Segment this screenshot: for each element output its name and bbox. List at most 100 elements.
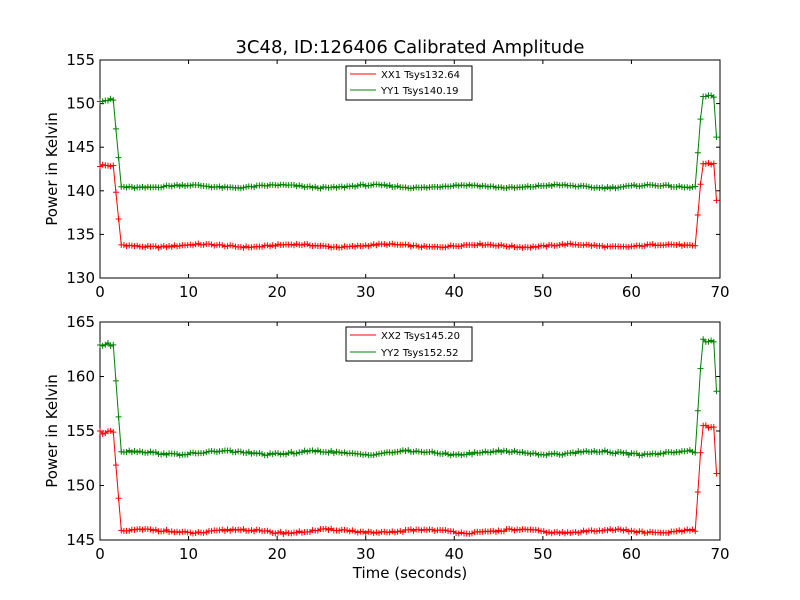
data-point-marker xyxy=(352,528,359,535)
y-tick-label: 150 xyxy=(66,95,95,113)
data-point-marker xyxy=(168,183,175,190)
data-point-marker xyxy=(354,182,361,189)
data-point-marker xyxy=(535,182,542,189)
data-point-marker xyxy=(328,184,335,191)
data-point-marker xyxy=(413,242,420,249)
data-point-marker xyxy=(601,185,608,192)
data-point-marker xyxy=(275,529,282,536)
data-point-marker xyxy=(532,526,539,533)
data-point-marker xyxy=(508,242,515,249)
data-point-marker xyxy=(383,183,390,190)
data-point-marker xyxy=(519,244,526,251)
data-point-marker xyxy=(466,449,473,456)
data-point-marker xyxy=(516,243,523,250)
data-point-marker xyxy=(110,429,117,436)
data-point-marker xyxy=(445,451,452,458)
data-point-marker xyxy=(256,527,263,534)
data-point-marker xyxy=(341,449,348,456)
data-point-marker xyxy=(713,470,720,477)
data-point-marker xyxy=(376,181,382,188)
data-point-marker xyxy=(389,449,396,456)
y-tick-label: 155 xyxy=(66,51,95,69)
data-point-marker xyxy=(219,448,226,455)
data-point-marker xyxy=(166,182,173,189)
data-point-marker xyxy=(453,182,460,189)
bottom-ylabel: Power in Kelvin xyxy=(43,374,61,488)
data-point-marker xyxy=(527,244,534,251)
data-point-marker xyxy=(112,462,119,469)
data-point-marker xyxy=(636,242,643,249)
data-point-marker xyxy=(107,427,114,434)
bottom-axes: 0 10 20 30 40 50 60 70 145 150 155 160 165 Power in … xyxy=(43,313,730,582)
data-point-marker xyxy=(158,184,165,191)
data-point-marker xyxy=(604,448,611,455)
y-tick-label: 145 xyxy=(66,138,95,156)
y-tick-label: 135 xyxy=(66,225,95,243)
data-point-marker xyxy=(458,243,465,250)
data-point-marker xyxy=(336,449,343,456)
data-point-marker xyxy=(182,528,189,535)
data-point-marker xyxy=(692,449,699,456)
data-point-marker xyxy=(104,340,111,347)
data-point-marker xyxy=(713,134,720,141)
data-point-marker xyxy=(386,529,393,536)
data-point-marker xyxy=(99,342,106,349)
x-tick-label: 40 xyxy=(445,545,464,563)
data-point-marker xyxy=(251,449,258,456)
x-tick-label: 60 xyxy=(622,545,641,563)
data-point-marker xyxy=(641,182,648,189)
data-point-marker xyxy=(479,449,486,456)
data-point-marker xyxy=(431,527,438,534)
data-point-marker xyxy=(562,530,568,537)
data-point-marker xyxy=(264,182,271,189)
x-tick-label: 30 xyxy=(356,283,375,301)
data-point-marker xyxy=(554,528,561,535)
data-point-marker xyxy=(312,183,319,190)
data-point-marker xyxy=(110,162,117,169)
data-point-marker xyxy=(134,449,141,456)
data-point-marker xyxy=(572,241,579,248)
data-point-marker xyxy=(237,243,244,250)
data-point-marker xyxy=(522,183,529,190)
data-point-marker xyxy=(251,184,258,191)
data-point-marker xyxy=(593,184,600,191)
data-point-marker xyxy=(293,241,300,248)
data-point-marker xyxy=(455,530,462,537)
x-tick-label: 0 xyxy=(95,545,105,563)
data-point-marker xyxy=(670,449,677,456)
data-point-marker xyxy=(259,243,266,250)
data-point-marker xyxy=(705,160,712,167)
data-point-marker xyxy=(551,450,558,457)
data-point-marker xyxy=(131,448,138,455)
data-point-marker xyxy=(705,338,712,345)
data-point-marker xyxy=(190,242,196,249)
data-point-marker xyxy=(455,451,462,458)
data-point-marker xyxy=(649,241,656,248)
data-point-marker xyxy=(301,447,308,454)
data-point-marker xyxy=(620,450,627,457)
data-point-marker xyxy=(131,526,138,533)
data-point-marker xyxy=(195,528,202,535)
data-point-marker xyxy=(112,125,119,132)
data-point-marker xyxy=(208,241,215,248)
data-point-marker xyxy=(458,452,465,459)
data-point-marker xyxy=(548,242,555,249)
data-point-marker xyxy=(123,449,130,456)
data-point-marker xyxy=(710,160,717,167)
data-point-marker xyxy=(192,530,199,537)
data-point-marker xyxy=(158,243,165,250)
data-point-marker xyxy=(288,241,295,248)
data-point-marker xyxy=(211,242,218,249)
data-point-marker xyxy=(131,185,138,192)
data-point-marker xyxy=(283,451,289,458)
data-point-marker xyxy=(168,528,175,535)
data-point-marker xyxy=(296,528,303,535)
data-point-marker xyxy=(237,185,244,192)
data-point-marker xyxy=(455,182,462,189)
data-point-marker xyxy=(112,189,119,196)
data-point-marker xyxy=(615,184,622,191)
data-point-marker xyxy=(607,526,614,533)
data-point-marker xyxy=(577,449,584,456)
data-point-marker xyxy=(546,529,553,536)
data-point-marker xyxy=(349,527,356,534)
